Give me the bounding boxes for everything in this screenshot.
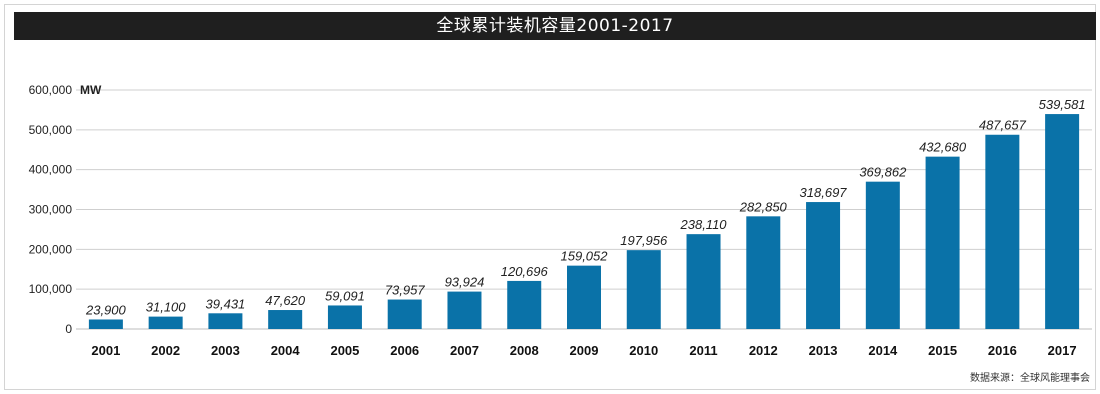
bar xyxy=(806,202,841,329)
x-tick-label: 2012 xyxy=(749,343,778,358)
x-tick-label: 2010 xyxy=(629,343,658,358)
x-tick-label: 2011 xyxy=(689,343,717,358)
bar xyxy=(567,265,601,329)
value-label: 31,100 xyxy=(146,300,187,315)
unit-label: MW xyxy=(80,83,102,97)
value-label: 159,052 xyxy=(561,249,609,264)
x-tick-label: 2013 xyxy=(809,343,838,358)
bar xyxy=(925,156,960,329)
value-label: 238,110 xyxy=(680,217,728,232)
x-tick-label: 2002 xyxy=(151,343,180,358)
value-label: 197,956 xyxy=(620,233,668,248)
y-tick-label: 400,000 xyxy=(29,163,73,177)
x-tick-label: 2016 xyxy=(988,343,1017,358)
value-label: 93,924 xyxy=(445,275,485,290)
bar xyxy=(148,316,183,329)
x-tick-label: 2004 xyxy=(271,343,301,358)
y-tick-label: 300,000 xyxy=(29,203,73,217)
value-label: 73,957 xyxy=(385,283,426,298)
source-note: 数据来源：全球风能理事会 xyxy=(970,373,1090,384)
value-label: 39,431 xyxy=(206,296,246,311)
chart-frame xyxy=(4,4,1096,390)
y-tick-label: 500,000 xyxy=(29,123,73,137)
bar xyxy=(686,234,721,329)
x-tick-label: 2006 xyxy=(390,343,419,358)
bar xyxy=(327,305,362,329)
value-label: 369,862 xyxy=(859,165,907,180)
bar xyxy=(985,134,1020,329)
x-tick-label: 2007 xyxy=(450,343,479,358)
x-tick-label: 2008 xyxy=(510,343,539,358)
x-tick-label: 2009 xyxy=(570,343,599,358)
x-tick-label: 2005 xyxy=(330,343,359,358)
value-label: 432,680 xyxy=(919,140,967,155)
bar xyxy=(626,250,661,329)
bar xyxy=(88,319,123,329)
bar xyxy=(1045,114,1080,330)
bar xyxy=(865,181,900,329)
y-tick-label: 600,000 xyxy=(29,83,73,97)
value-label: 539,581 xyxy=(1039,97,1086,112)
y-tick-label: 100,000 xyxy=(29,282,73,296)
x-tick-label: 2017 xyxy=(1048,343,1077,358)
x-tick-label: 2003 xyxy=(211,343,240,358)
y-tick-label: 0 xyxy=(65,322,72,336)
bar xyxy=(507,280,542,329)
bar xyxy=(447,291,482,329)
x-tick-label: 2001 xyxy=(91,343,120,358)
value-label: 318,697 xyxy=(800,185,848,200)
value-label: 59,091 xyxy=(325,288,365,303)
value-label: 47,620 xyxy=(265,293,306,308)
bar xyxy=(268,310,303,329)
x-tick-label: 2015 xyxy=(928,343,957,358)
bar xyxy=(208,313,243,329)
value-label: 23,900 xyxy=(85,302,127,317)
y-tick-label: 200,000 xyxy=(29,242,73,256)
value-label: 282,850 xyxy=(739,199,788,214)
bar xyxy=(746,216,781,329)
value-label: 487,657 xyxy=(979,118,1027,133)
x-tick-label: 2014 xyxy=(868,343,898,358)
chart-title: 全球累计装机容量2001-2017 xyxy=(14,12,1096,40)
bar xyxy=(387,299,422,329)
value-label: 120,696 xyxy=(501,264,549,279)
